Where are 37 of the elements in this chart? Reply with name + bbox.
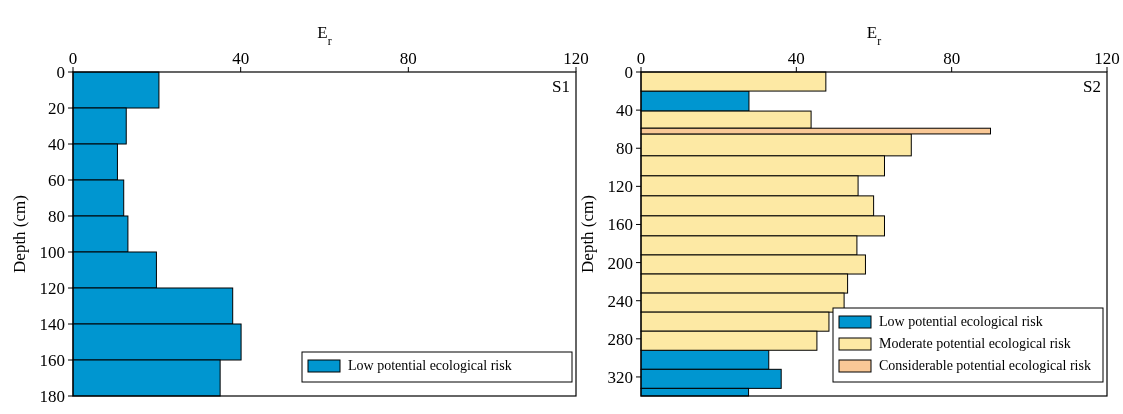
y-tick-label: 20 bbox=[48, 98, 65, 118]
y-tick-label: 160 bbox=[607, 215, 633, 235]
x-tick-label: 120 bbox=[563, 49, 589, 68]
y-tick-label: 100 bbox=[39, 242, 65, 262]
x-axis-title: E$_{r}$ bbox=[866, 23, 882, 48]
x-tick-label: 80 bbox=[399, 49, 417, 68]
y-tick-label: 80 bbox=[616, 139, 633, 159]
y-tick-label: 140 bbox=[39, 314, 65, 334]
x-tick-label: 120 bbox=[1094, 49, 1120, 68]
y-axis-title: Depth (cm) bbox=[578, 195, 597, 273]
y-tick-label: 80 bbox=[48, 206, 65, 226]
y-tick-label: 240 bbox=[607, 291, 633, 311]
y-tick-label: 40 bbox=[48, 134, 65, 154]
y-tick-label: 160 bbox=[39, 350, 65, 370]
x-tick-label: 40 bbox=[787, 49, 805, 68]
x-tick-label: 0 bbox=[636, 49, 646, 68]
x-tick-label: 80 bbox=[943, 49, 961, 68]
x-tick-label: 0 bbox=[68, 49, 78, 68]
annotation: S1 bbox=[552, 77, 570, 96]
y-tick-label: 120 bbox=[39, 278, 65, 298]
legend-label: Low potential ecological risk bbox=[879, 314, 1043, 329]
x-tick-label: 40 bbox=[232, 49, 250, 68]
y-axis-title: Depth (cm) bbox=[10, 195, 29, 273]
y-tick-label: 320 bbox=[607, 367, 633, 387]
legend-label: Low potential ecological risk bbox=[348, 358, 512, 373]
y-tick-label: 280 bbox=[607, 329, 633, 349]
y-tick-label: 0 bbox=[624, 62, 633, 82]
x-axis-title: E$_{r}$ bbox=[317, 23, 332, 48]
legend-label: Moderate potential ecological risk bbox=[879, 336, 1071, 351]
y-tick-label: 200 bbox=[607, 253, 633, 273]
annotation: S2 bbox=[1083, 77, 1101, 96]
y-tick-label: 60 bbox=[48, 170, 65, 190]
y-tick-label: 40 bbox=[616, 101, 633, 121]
y-tick-label: 120 bbox=[607, 177, 633, 197]
legend-label: Considerable potential ecological risk bbox=[879, 358, 1091, 373]
y-tick-label: 0 bbox=[56, 62, 65, 82]
y-tick-label: 180 bbox=[39, 386, 65, 406]
